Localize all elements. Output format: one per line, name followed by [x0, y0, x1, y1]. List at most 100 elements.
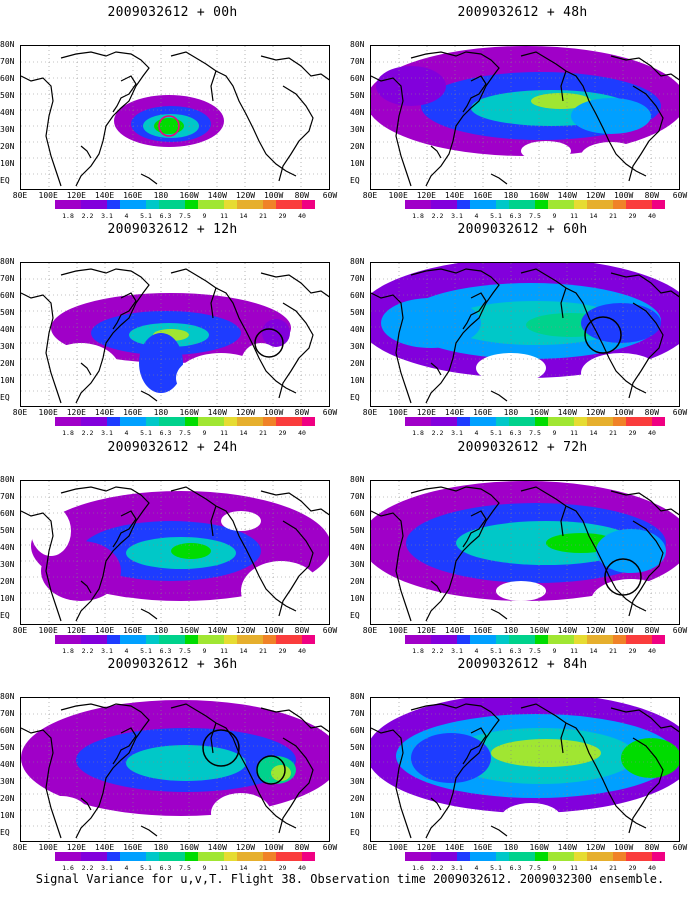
- colorbar-swatch: [470, 635, 483, 644]
- colorbar-label: 7.5: [179, 864, 191, 872]
- longitude-label: 140W: [557, 843, 577, 852]
- longitude-label: 120W: [235, 408, 256, 417]
- colorbar-label: 5.1: [490, 647, 502, 655]
- longitude-label: 100W: [263, 408, 284, 417]
- colorbar-label: 2.2: [81, 647, 94, 655]
- coastline: [610, 707, 679, 733]
- map-plot: [370, 262, 680, 407]
- latitude-label: 30N: [0, 560, 15, 570]
- colorbar: [405, 200, 665, 209]
- latitude-label: 10N: [350, 376, 365, 386]
- colorbar-swatch: [81, 635, 94, 644]
- coastline: [210, 722, 217, 754]
- latitude-label: 80N: [350, 692, 365, 701]
- longitude-label: 120E: [416, 191, 436, 200]
- colorbar-swatch: [133, 852, 146, 861]
- colorbar-swatch: [185, 852, 198, 861]
- colorbar-swatch: [146, 635, 159, 644]
- latitude-label: 20N: [0, 794, 15, 804]
- colorbar-swatch: [237, 417, 250, 426]
- longitude-label: 160W: [179, 626, 199, 635]
- coastline: [462, 510, 487, 548]
- colorbar-swatch: [263, 200, 276, 209]
- colorbar-label: 7.5: [529, 429, 541, 437]
- longitude-label: 100E: [388, 191, 408, 200]
- colorbar-swatch: [535, 635, 548, 644]
- colorbar-swatch: [146, 200, 159, 209]
- colorbar-swatch: [263, 852, 276, 861]
- longitude-label: 80E: [12, 408, 28, 417]
- colorbar-swatch: [198, 200, 211, 209]
- map-svg: [371, 263, 679, 406]
- coastline: [520, 268, 647, 394]
- colorbar-swatch: [276, 200, 289, 209]
- colorbar-label: 3.1: [101, 864, 113, 872]
- latitude-label: 10N: [350, 159, 365, 169]
- colorbar-swatch: [652, 417, 665, 426]
- colorbar-swatch: [107, 417, 120, 426]
- latitude-label: 40N: [350, 543, 365, 553]
- map-panel: 2009032612 + 72h 80N 70N 60N 50N 40N 30N 20N 10N…: [350, 440, 695, 655]
- latitude-label: 60N: [350, 509, 365, 519]
- latitude-label: EQ: [350, 828, 360, 838]
- longitude-label: 160E: [473, 191, 493, 200]
- colorbar-label: 29: [628, 864, 637, 872]
- coastline: [410, 268, 500, 404]
- longitude-label: 120E: [66, 408, 86, 417]
- colorbar-swatch: [133, 417, 146, 426]
- colorbar-swatch: [483, 417, 496, 426]
- colorbar-label: 9: [552, 864, 557, 872]
- latitude-label: 60N: [0, 726, 15, 736]
- colorbar-label: 40: [648, 864, 656, 872]
- colorbar-swatch: [211, 852, 224, 861]
- colorbar-label: 1.8: [412, 429, 424, 437]
- colorbar-swatch: [211, 417, 224, 426]
- longitude-label: 80W: [294, 191, 310, 200]
- longitude-label: 120E: [66, 843, 86, 852]
- longitude-label: 140E: [444, 408, 465, 417]
- longitude-label: 160E: [123, 408, 143, 417]
- low-variance-region: [241, 561, 321, 621]
- colorbar-swatch: [613, 417, 626, 426]
- longitude-label: 120W: [235, 626, 256, 635]
- colorbar-label: 40: [648, 647, 656, 655]
- colorbar-label: 21: [259, 212, 267, 220]
- colorbar-swatch: [535, 852, 548, 861]
- colorbar-swatch: [224, 635, 237, 644]
- coastline: [60, 703, 150, 839]
- latitude-label: 50N: [350, 91, 365, 101]
- low-variance-region: [221, 511, 261, 531]
- longitude-label: 160W: [179, 408, 199, 417]
- colorbar-swatch: [509, 635, 522, 644]
- colorbar-swatch: [587, 417, 600, 426]
- colorbar-label: 4: [474, 429, 479, 437]
- colorbar-label: 4: [474, 212, 479, 220]
- longitude-label: 180: [503, 626, 519, 635]
- colorbar-swatch: [574, 417, 587, 426]
- coastline: [140, 173, 158, 185]
- map-svg: [21, 263, 329, 406]
- coastline: [60, 51, 150, 187]
- colorbar-label: 1.6: [412, 864, 424, 872]
- latitude-label: 30N: [0, 777, 15, 787]
- colorbar-label: 14: [239, 429, 248, 437]
- coastline: [371, 292, 412, 404]
- colorbar-swatch: [652, 200, 665, 209]
- coastline: [140, 825, 158, 837]
- map-plot: [20, 262, 330, 407]
- map-plot: [20, 45, 330, 190]
- coastline: [260, 55, 329, 81]
- coastline: [628, 520, 664, 617]
- colorbar-label: 4: [124, 212, 129, 220]
- map-plot: [20, 480, 330, 625]
- longitude-label: 160E: [473, 843, 493, 852]
- colorbar-swatch: [522, 200, 535, 209]
- colorbar-swatch: [405, 200, 418, 209]
- coastline: [112, 292, 137, 330]
- colorbar-label: 9: [202, 429, 207, 437]
- latitude-label: EQ: [350, 611, 360, 621]
- variance-contour-region: [381, 298, 481, 348]
- longitude-label: 60W: [672, 191, 688, 200]
- colorbar-label: 7.5: [179, 647, 191, 655]
- coastline: [560, 722, 567, 754]
